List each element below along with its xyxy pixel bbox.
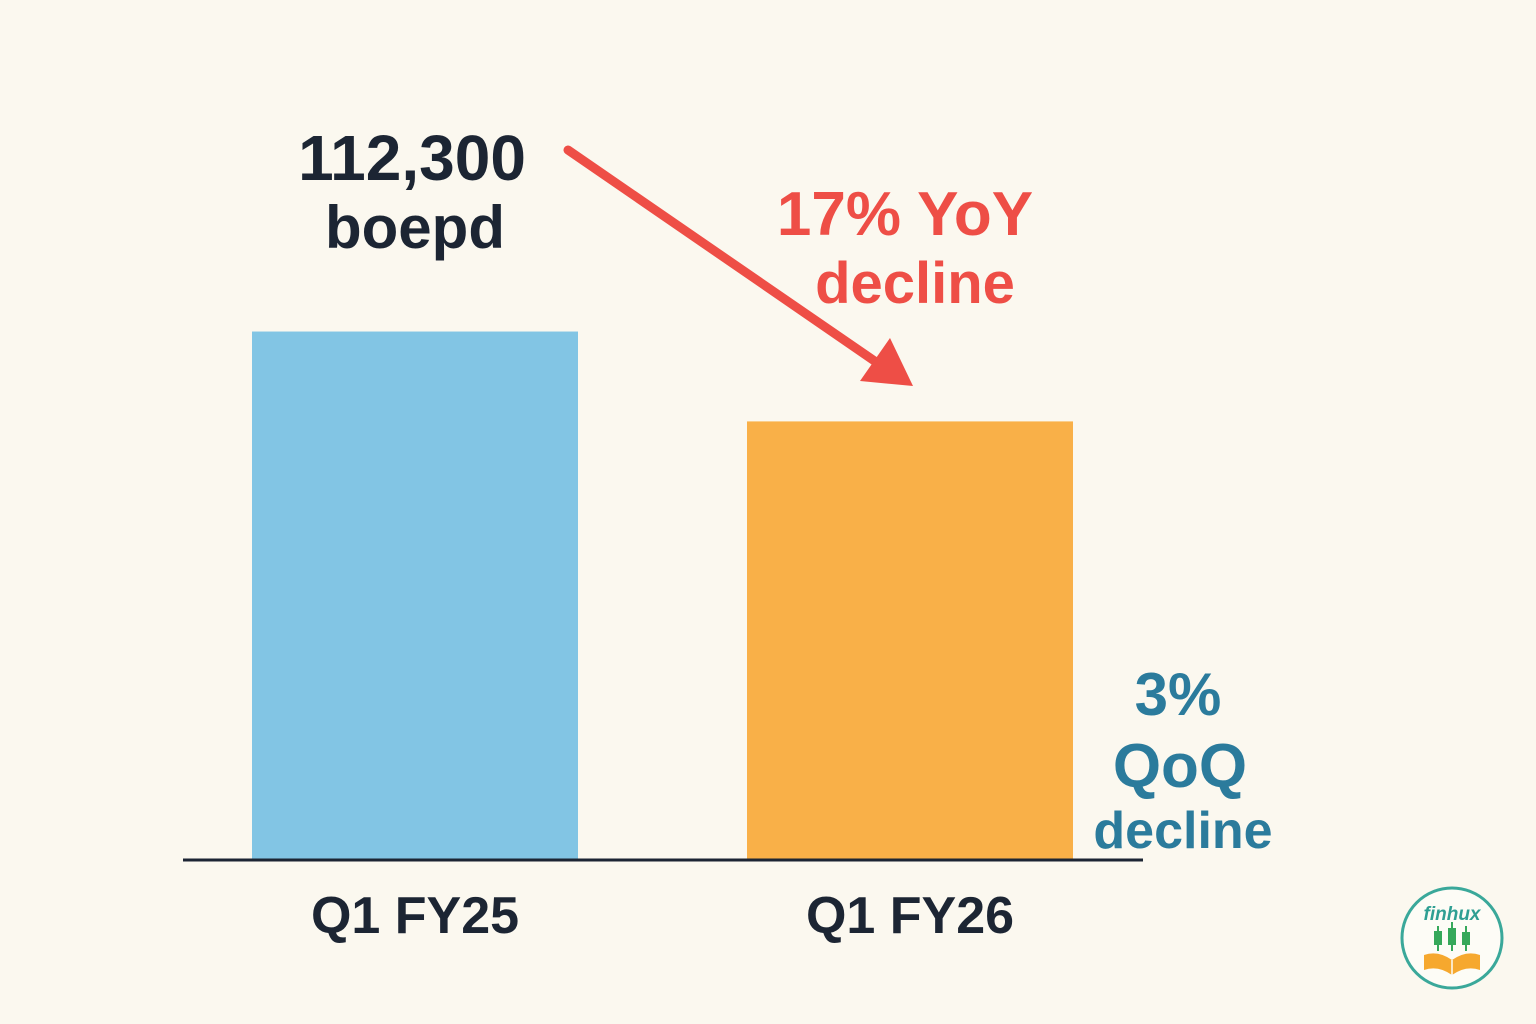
- x-tick-label: Q1 FY26: [806, 887, 1014, 945]
- data-label-unit: boepd: [325, 194, 505, 261]
- bars-group: [252, 331, 1073, 860]
- qoq-annotation-line3: decline: [1093, 802, 1272, 860]
- bar-q1-fy25: [252, 331, 578, 860]
- yoy-annotation-line1: 17% YoY: [777, 180, 1033, 249]
- yoy-annotation-line2: decline: [815, 251, 1015, 316]
- x-tick-label: Q1 FY25: [311, 887, 519, 945]
- x-tick-labels: Q1 FY25 Q1 FY26: [311, 887, 1014, 945]
- yoy-arrow: [563, 145, 913, 386]
- book-icon: [1424, 953, 1480, 975]
- bar-q1-fy26: [747, 421, 1073, 860]
- qoq-annotation-line1: 3%: [1135, 661, 1222, 728]
- finhux-logo: finhux: [1400, 886, 1504, 990]
- qoq-annotation-line2: QoQ: [1113, 732, 1247, 801]
- logo-text: finhux: [1424, 904, 1482, 925]
- candlestick-icon: [1434, 922, 1470, 951]
- data-label-value: 112,300: [298, 122, 526, 194]
